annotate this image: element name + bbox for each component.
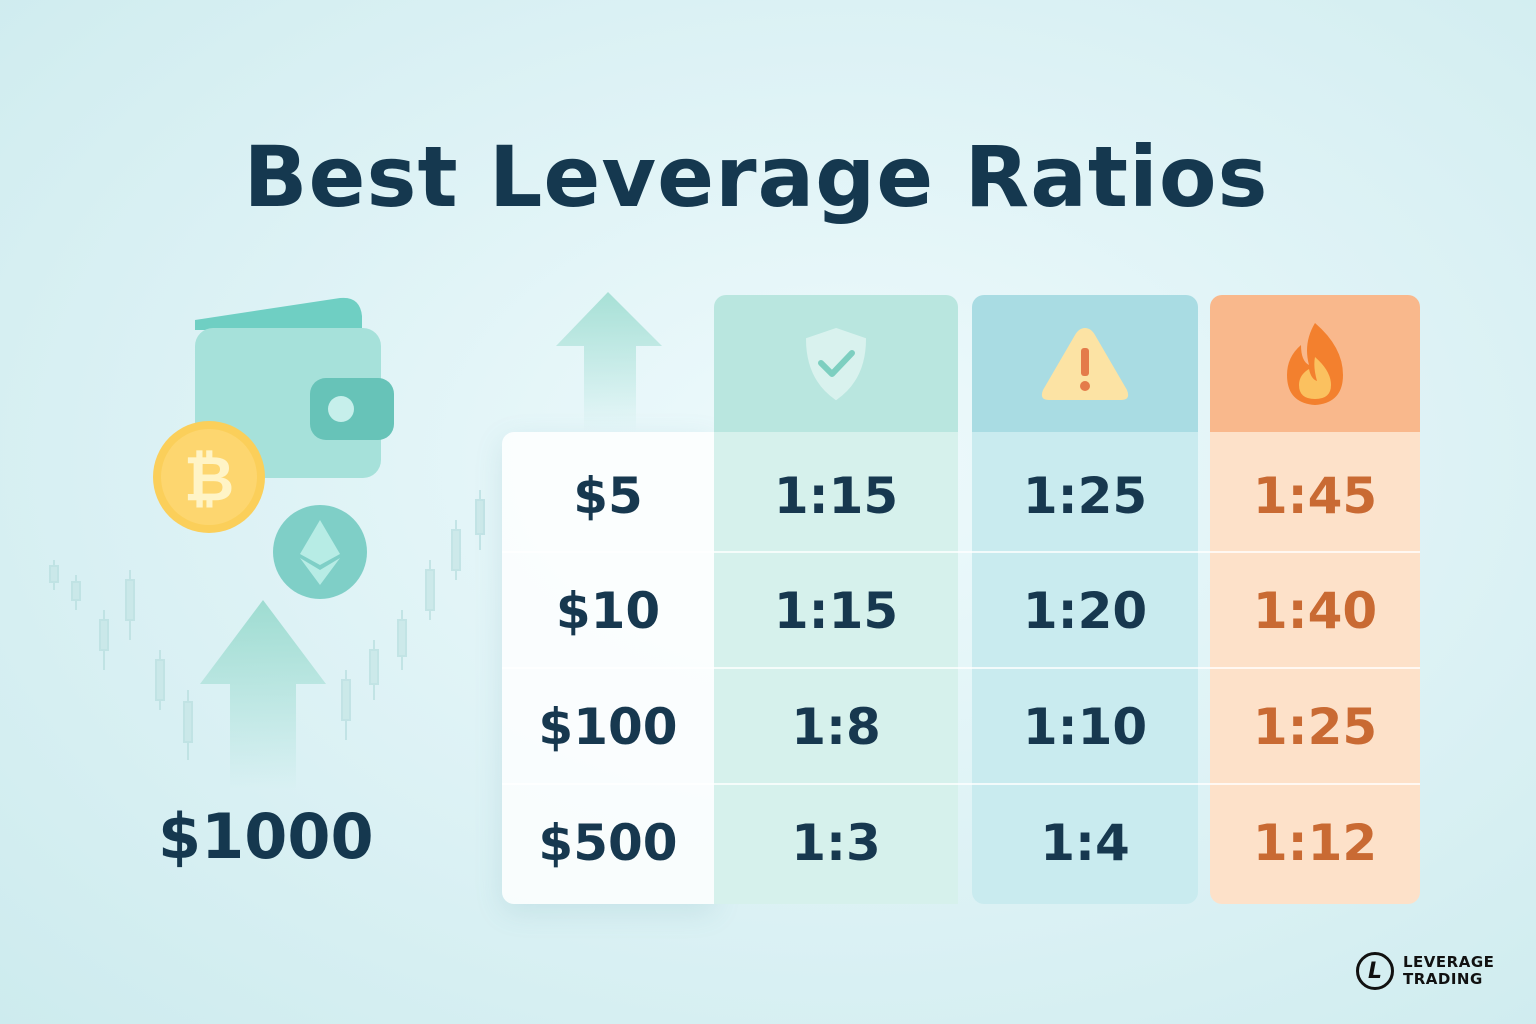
svg-text:₿: ₿ <box>184 442 235 515</box>
safe-ratio-cell: 1:8 <box>791 698 881 756</box>
row-divider <box>502 667 1420 669</box>
brand-logo: L LEVERAGE TRADING <box>1356 952 1494 990</box>
table-row: $10 1:15 1:20 1:40 <box>502 553 1420 669</box>
fire-icon <box>1287 322 1343 405</box>
table-row: $500 1:3 1:4 1:12 <box>502 785 1420 901</box>
aggressive-ratio-cell: 1:25 <box>1252 698 1378 756</box>
aggressive-ratio-cell: 1:40 <box>1252 582 1378 640</box>
table-row: $5 1:15 1:25 1:45 <box>502 438 1420 554</box>
column-aggressive <box>1210 295 1420 904</box>
column-header-moderate <box>972 295 1198 432</box>
moderate-ratio-cell: 1:4 <box>1040 814 1130 872</box>
table-row: $100 1:8 1:10 1:25 <box>502 669 1420 785</box>
candlestick-chart-icon <box>49 490 485 760</box>
row-divider <box>502 783 1420 785</box>
moderate-ratio-cell: 1:20 <box>1022 582 1148 640</box>
row-divider <box>502 551 1420 553</box>
amount-cell: $500 <box>538 814 678 872</box>
moderate-ratio-cell: 1:10 <box>1022 698 1148 756</box>
safe-ratio-cell: 1:15 <box>773 582 899 640</box>
column-safe <box>714 295 958 904</box>
page-title: Best Leverage Ratios <box>243 128 1269 226</box>
logo-text-line1: LEVERAGE <box>1403 953 1495 971</box>
moderate-ratio-cell: 1:25 <box>1022 467 1148 525</box>
column-header-aggressive <box>1210 295 1420 432</box>
logo-mark: L <box>1356 952 1394 990</box>
amount-cell: $5 <box>573 467 643 525</box>
column-header-safe <box>714 295 958 432</box>
bitcoin-icon: ₿ <box>153 421 265 533</box>
safe-ratio-cell: 1:3 <box>791 814 881 872</box>
amount-cell: $100 <box>538 698 678 756</box>
up-arrow-icon <box>200 600 326 790</box>
warning-icon <box>1041 327 1129 400</box>
column-moderate <box>972 295 1198 904</box>
logo-text-line2: TRADING <box>1403 970 1483 988</box>
amount-cell: $10 <box>555 582 661 640</box>
aggressive-ratio-cell: 1:45 <box>1252 467 1378 525</box>
balance-amount: $1000 <box>158 800 374 873</box>
ethereum-icon <box>273 505 367 599</box>
safe-ratio-cell: 1:15 <box>773 467 899 525</box>
aggressive-ratio-cell: 1:12 <box>1252 814 1378 872</box>
logo-text: LEVERAGE TRADING <box>1403 954 1494 988</box>
up-arrow-icon <box>556 292 662 432</box>
shield-check-icon <box>805 327 867 400</box>
